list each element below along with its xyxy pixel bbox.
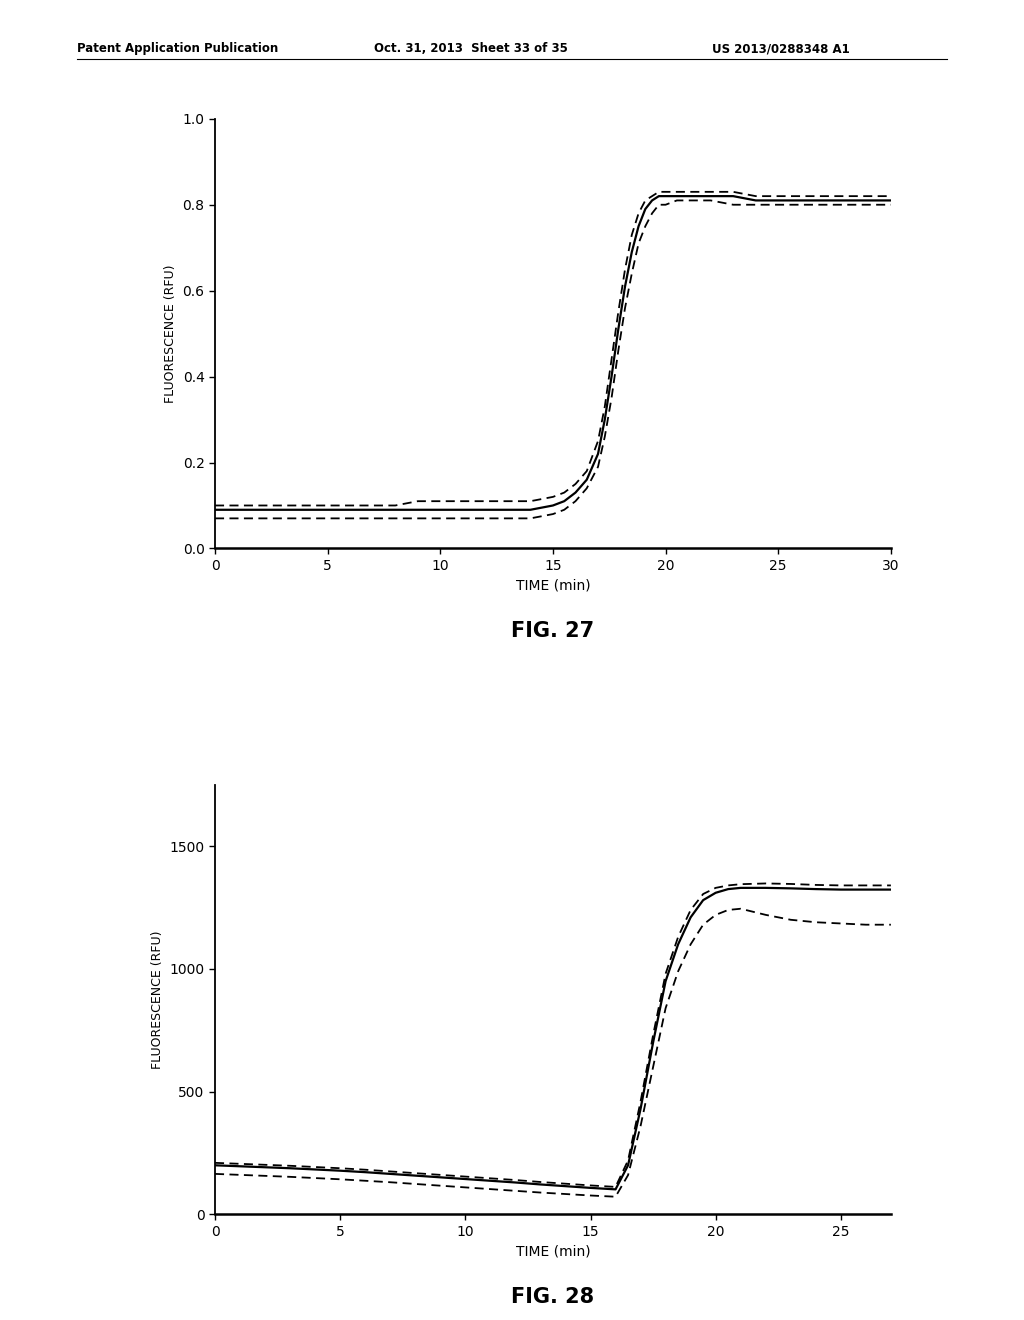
X-axis label: TIME (min): TIME (min) <box>516 578 590 593</box>
Text: Oct. 31, 2013  Sheet 33 of 35: Oct. 31, 2013 Sheet 33 of 35 <box>374 42 567 55</box>
Text: US 2013/0288348 A1: US 2013/0288348 A1 <box>712 42 850 55</box>
Y-axis label: FLUORESCENCE (RFU): FLUORESCENCE (RFU) <box>164 264 177 403</box>
Text: Patent Application Publication: Patent Application Publication <box>77 42 279 55</box>
X-axis label: TIME (min): TIME (min) <box>516 1245 590 1258</box>
Y-axis label: FLUORESCENCE (RFU): FLUORESCENCE (RFU) <box>151 931 164 1069</box>
Text: FIG. 27: FIG. 27 <box>511 620 595 642</box>
Text: FIG. 28: FIG. 28 <box>511 1287 595 1307</box>
